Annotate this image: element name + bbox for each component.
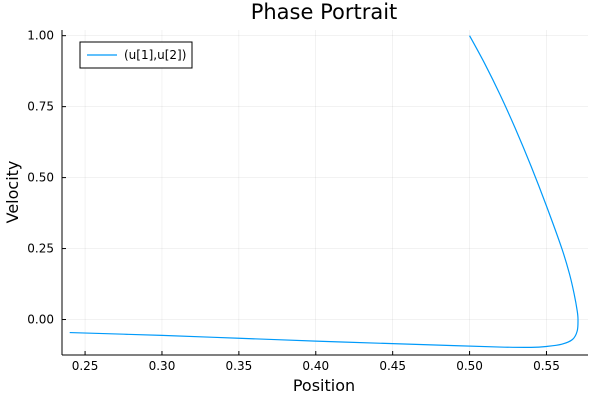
y-tick-label: 0.50 [27, 171, 54, 185]
legend-label: (u[1],u[2]) [124, 48, 186, 62]
y-tick-label: 0.00 [27, 313, 54, 327]
y-tick-label: 0.25 [27, 242, 54, 256]
series-layer [69, 35, 579, 348]
series-line [69, 35, 579, 348]
x-tick-label: 0.30 [149, 359, 176, 373]
y-axis-label: Velocity [3, 161, 22, 224]
legend: (u[1],u[2]) [79, 41, 193, 69]
axis-ticks: 0.25 0.30 0.35 0.40 0.45 0.50 0.55 0.00 0.25 0.50… [27, 29, 560, 373]
plot-frame [61, 30, 588, 356]
x-axis-label: Position [293, 376, 355, 395]
y-tick-label: 1.00 [27, 29, 54, 43]
y-tick-label: 0.75 [27, 100, 54, 114]
x-tick-label: 0.50 [456, 359, 483, 373]
grid-lines [62, 30, 588, 355]
chart-title: Phase Portrait [251, 0, 398, 24]
x-tick-label: 0.45 [379, 359, 406, 373]
x-tick-label: 0.40 [302, 359, 329, 373]
x-tick-label: 0.35 [226, 359, 253, 373]
x-tick-label: 0.55 [533, 359, 560, 373]
x-tick-label: 0.25 [72, 359, 99, 373]
